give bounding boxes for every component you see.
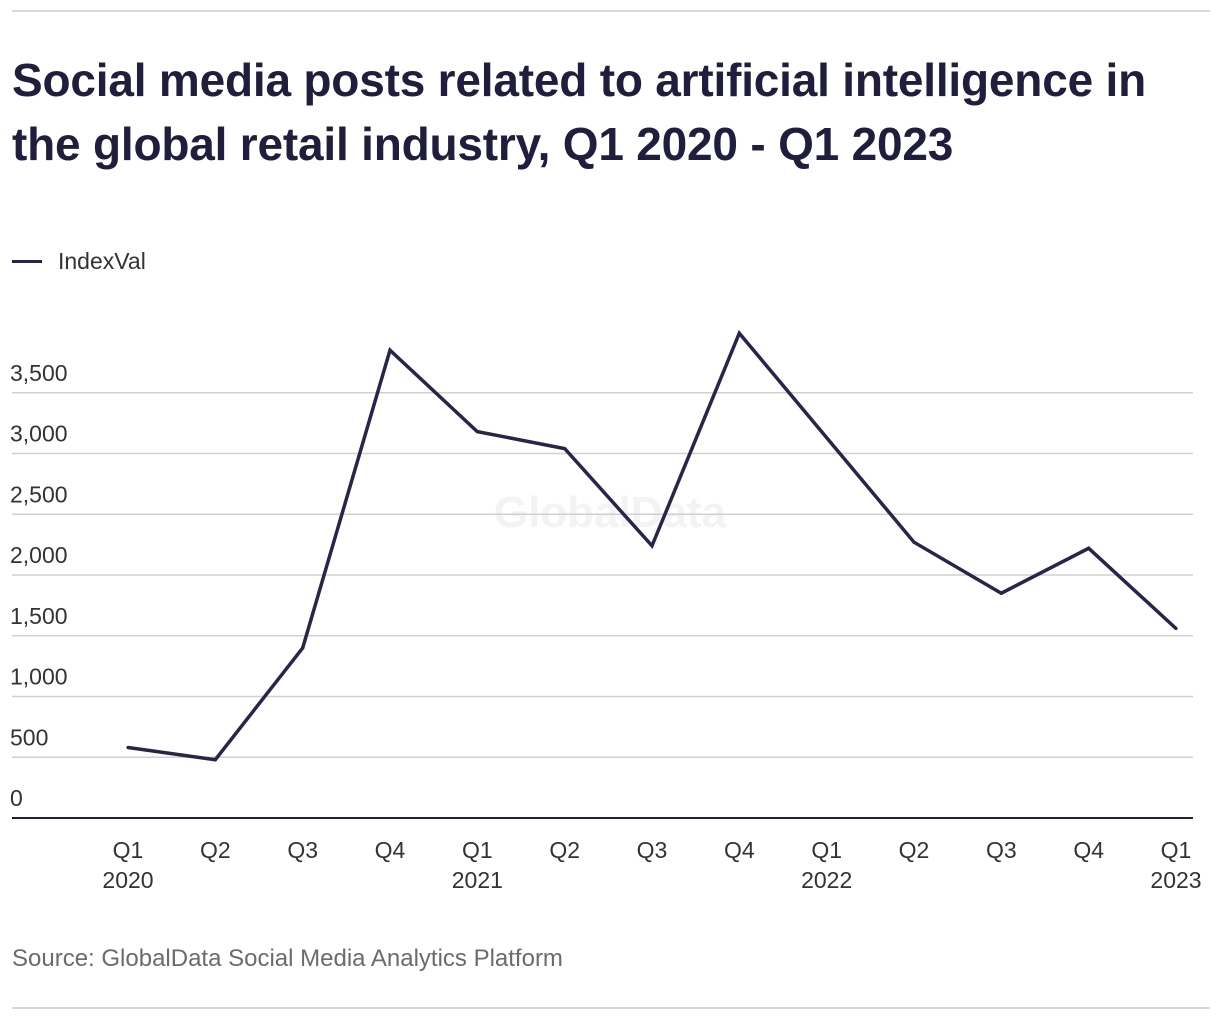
- x-tick-label: Q3: [637, 837, 668, 863]
- x-tick-label: Q1: [462, 837, 493, 863]
- data-point: [1087, 546, 1091, 550]
- data-point: [1174, 626, 1178, 631]
- data-point: [999, 591, 1003, 595]
- x-tick-label: Q2: [899, 837, 930, 863]
- x-tick-label: Q1: [811, 837, 842, 863]
- data-point: [388, 348, 392, 352]
- x-tick-label: Q2: [549, 837, 580, 863]
- top-divider: [12, 10, 1210, 12]
- data-point: [912, 540, 916, 544]
- x-tick-label: Q4: [375, 837, 406, 863]
- data-point: [301, 646, 305, 650]
- x-tick-year-label: 2023: [1150, 867, 1201, 893]
- x-axis-ticks: Q1 2020 Q2 Q3 Q4 Q1 2021 Q2 Q3 Q4 Q1 2022 Q2 Q3 Q4 Q1 20…: [102, 837, 1201, 893]
- data-point: [475, 430, 479, 434]
- x-tick-label: Q4: [1073, 837, 1104, 863]
- y-axis-ticks: 0 500 1,000 1,500 2,000 2,500 3,000 3,500: [10, 360, 68, 811]
- x-tick-year-label: 2022: [801, 867, 852, 893]
- data-point: [126, 745, 130, 750]
- legend-line-swatch: [12, 260, 42, 263]
- x-tick-label: Q3: [986, 837, 1017, 863]
- legend: IndexVal: [12, 248, 146, 275]
- data-point: [737, 331, 741, 335]
- bottom-divider: [12, 1007, 1210, 1009]
- x-tick-label: Q2: [200, 837, 231, 863]
- line-chart: GlobalData 0 500 1,000 1,500 2,000 2,500 3,000…: [10, 329, 1202, 893]
- gridlines: [12, 392, 1193, 819]
- x-tick-label: Q4: [724, 837, 755, 863]
- y-tick-label: 3,000: [10, 421, 68, 447]
- data-point: [650, 544, 654, 548]
- x-tick-label: Q1: [1161, 837, 1192, 863]
- data-point: [563, 447, 567, 451]
- x-tick-label: Q1: [113, 837, 144, 863]
- x-tick-year-label: 2021: [452, 867, 503, 893]
- series: [126, 329, 1178, 762]
- x-tick-label: Q3: [287, 837, 318, 863]
- watermark: GlobalData: [494, 488, 727, 537]
- source-note: Source: GlobalData Social Media Analytic…: [12, 945, 563, 972]
- y-tick-label: 1,000: [10, 664, 68, 690]
- y-tick-label: 2,000: [10, 542, 68, 568]
- y-tick-label: 1,500: [10, 603, 68, 629]
- chart-title: Social media posts related to artificial…: [12, 54, 1147, 170]
- y-tick-label: 3,500: [10, 360, 68, 386]
- data-point: [213, 758, 217, 762]
- y-tick-label: 2,500: [10, 481, 68, 507]
- y-tick-label: 0: [10, 785, 23, 811]
- legend-label: IndexVal: [58, 248, 146, 274]
- y-tick-label: 500: [10, 724, 48, 750]
- data-point: [825, 436, 829, 440]
- x-tick-year-label: 2020: [102, 867, 153, 893]
